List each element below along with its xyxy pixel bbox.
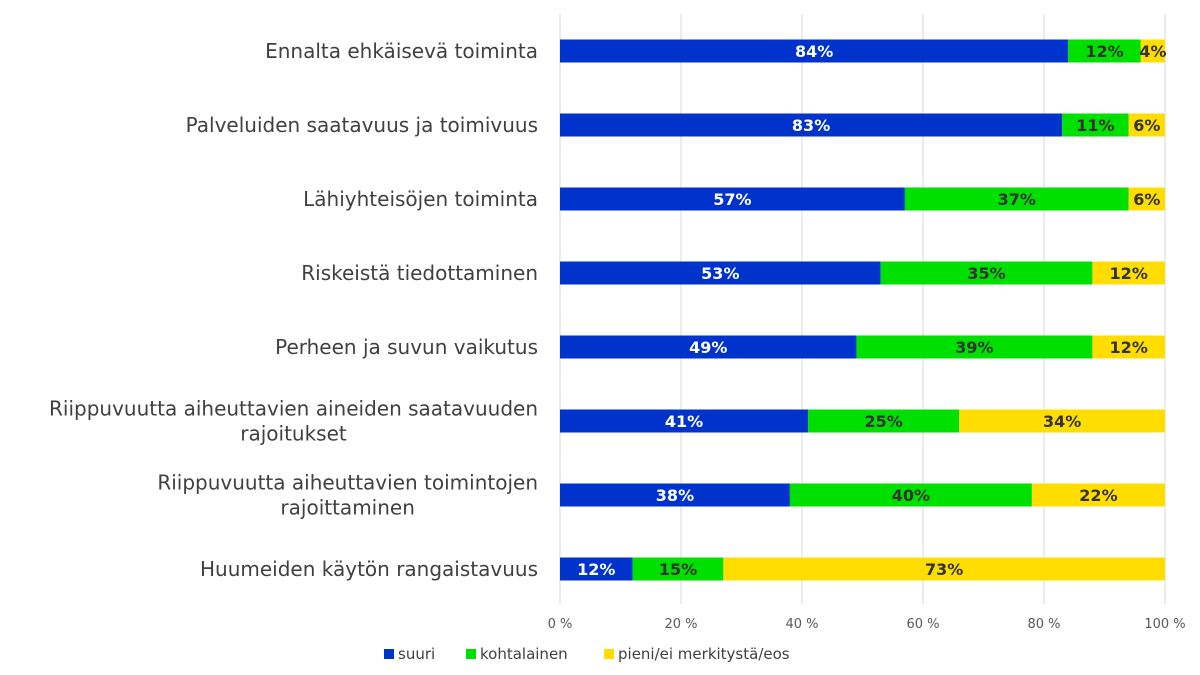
category-label: rajoitukset — [240, 422, 347, 446]
bar-segment-suuri — [560, 187, 905, 211]
data-label: 15% — [659, 560, 697, 579]
data-label: 6% — [1133, 190, 1160, 209]
bar-segment-suuri — [560, 483, 790, 507]
legend-swatch — [384, 649, 394, 659]
data-label: 49% — [689, 338, 727, 357]
x-tick-label: 100 % — [1144, 617, 1185, 632]
bar-segment-kohtalainen — [904, 187, 1129, 211]
legend-label: suuri — [398, 645, 435, 663]
data-label: 57% — [713, 190, 751, 209]
category-label: Lähiyhteisöjen toiminta — [303, 187, 538, 211]
data-label: 38% — [656, 486, 694, 505]
x-tick-label: 80 % — [1027, 617, 1060, 632]
data-label: 12% — [577, 560, 615, 579]
bar-segment-pieni — [1092, 261, 1165, 285]
data-label: 37% — [998, 190, 1036, 209]
bar-segment-kohtalainen — [632, 557, 724, 581]
bar-segment-pieni — [1140, 39, 1165, 63]
bar-segment-suuri — [560, 557, 633, 581]
x-tick-label: 20 % — [664, 617, 697, 632]
legend-swatch — [604, 649, 614, 659]
data-label: 73% — [925, 560, 963, 579]
category-label: Riskeistä tiedottaminen — [301, 261, 538, 285]
legend-swatch — [466, 649, 476, 659]
bar-segment-pieni — [723, 557, 1165, 581]
bar-segment-kohtalainen — [880, 261, 1093, 285]
data-label: 53% — [701, 264, 739, 283]
bar-segment-suuri — [560, 409, 809, 433]
category-label: Huumeiden käytön rangaistavuus — [200, 557, 538, 581]
data-label: 22% — [1079, 486, 1117, 505]
category-label: Riippuvuutta aiheuttavien toimintojen — [157, 471, 538, 495]
legend: suuri kohtalainen pieni/ei merkitystä/eos — [384, 645, 790, 663]
data-label: 39% — [955, 338, 993, 357]
data-label: 12% — [1110, 264, 1148, 283]
category-label: Ennalta ehkäisevä toiminta — [265, 39, 538, 63]
gridlines — [559, 14, 1166, 604]
data-label: 6% — [1133, 116, 1160, 135]
legend-label: kohtalainen — [480, 645, 568, 663]
data-label: 34% — [1043, 412, 1081, 431]
x-tick-label: 0 % — [548, 617, 573, 632]
bar-segment-kohtalainen — [789, 483, 1032, 507]
data-label: 41% — [665, 412, 703, 431]
data-label: 12% — [1085, 42, 1123, 61]
bar-segment-pieni — [1092, 335, 1165, 359]
bar-segment-suuri — [560, 335, 857, 359]
legend-label: pieni/ei merkitystä/eos — [618, 645, 790, 663]
data-label: 4% — [1139, 42, 1166, 61]
category-label: Riippuvuutta aiheuttavien aineiden saata… — [49, 397, 538, 421]
bar-segment-suuri — [560, 261, 881, 285]
bar-segment-pieni — [1128, 187, 1165, 211]
x-tick-label: 60 % — [906, 617, 939, 632]
bar-segment-pieni — [959, 409, 1165, 433]
category-label: Perheen ja suvun vaikutus — [275, 335, 538, 359]
bar-segment-suuri — [560, 113, 1063, 137]
bar-segment-pieni — [1128, 113, 1165, 137]
category-label: Palveluiden saatavuus ja toimivuus — [186, 113, 538, 137]
data-label: 35% — [967, 264, 1005, 283]
bar-segment-kohtalainen — [856, 335, 1093, 359]
data-label: 25% — [865, 412, 903, 431]
bar-segment-kohtalainen — [1068, 39, 1141, 63]
data-label: 84% — [795, 42, 833, 61]
data-label: 12% — [1110, 338, 1148, 357]
category-labels: Ennalta ehkäisevä toiminta Palveluiden sa… — [49, 39, 538, 581]
bar-segment-kohtalainen — [1062, 113, 1129, 137]
bars: 84% 12% 4% 83% 11% 6% 57% 37% 6% 53% 35% 12% 49% 39% 1… — [560, 39, 1166, 581]
data-label: 40% — [892, 486, 930, 505]
bar-segment-suuri — [560, 39, 1069, 63]
bar-segment-pieni — [1031, 483, 1165, 507]
data-label: 83% — [792, 116, 830, 135]
x-axis-ticks: 0 % 20 % 40 % 60 % 80 % 100 % — [548, 617, 1186, 632]
data-label: 11% — [1076, 116, 1114, 135]
bar-segment-kohtalainen — [808, 409, 960, 433]
category-label: rajoittaminen — [280, 496, 414, 520]
x-tick-label: 40 % — [785, 617, 818, 632]
